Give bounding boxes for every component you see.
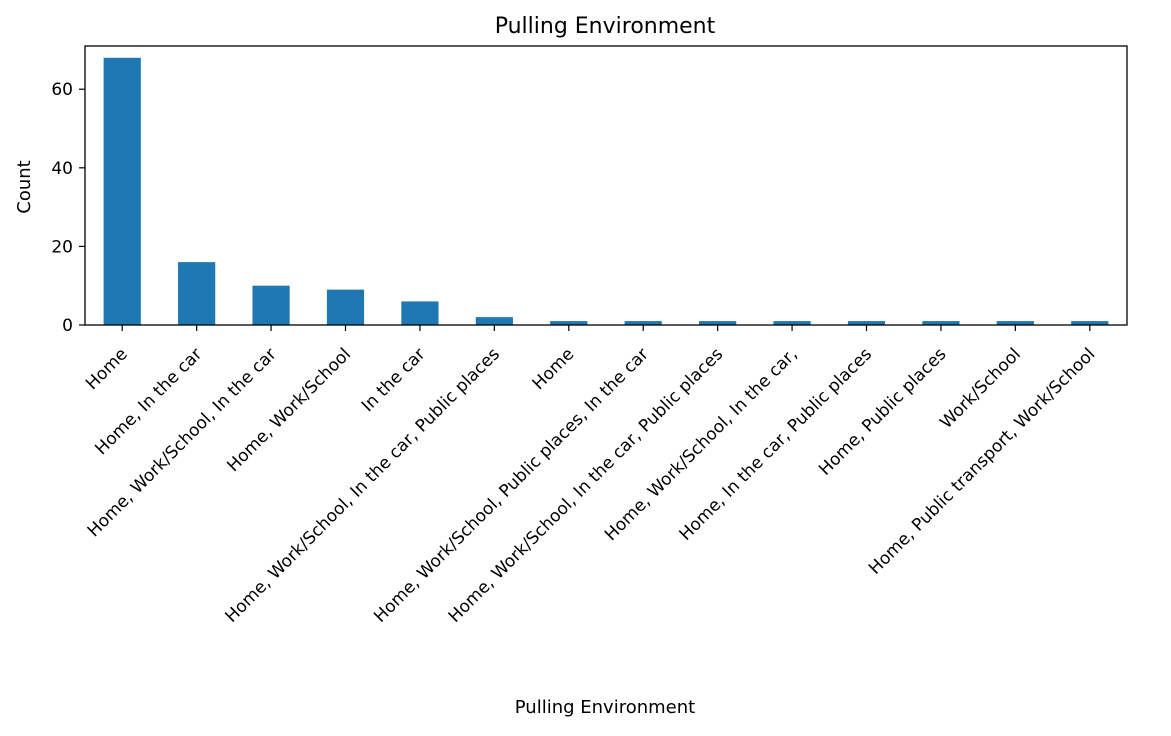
bar [699,321,737,325]
bar [996,321,1034,325]
bar [178,262,216,325]
bar [922,321,960,325]
bar [103,57,141,325]
bar [1071,321,1109,325]
bar [773,321,811,325]
y-axis-label: Count [14,160,35,213]
bar [550,321,588,325]
y-tick-label: 40 [51,159,73,179]
bar [401,301,439,325]
chart-title: Pulling Environment [495,14,716,39]
bar [252,285,290,325]
bar [847,321,886,325]
bars-layer [103,57,1109,325]
y-tick-label: 20 [51,237,73,257]
x-axis-label: Pulling Environment [515,697,695,718]
y-tick-label: 60 [51,80,73,100]
bar [475,317,513,325]
y-tick-label: 0 [62,316,73,336]
bar [326,289,365,325]
plot-frame [84,45,1128,326]
bar [624,321,662,325]
